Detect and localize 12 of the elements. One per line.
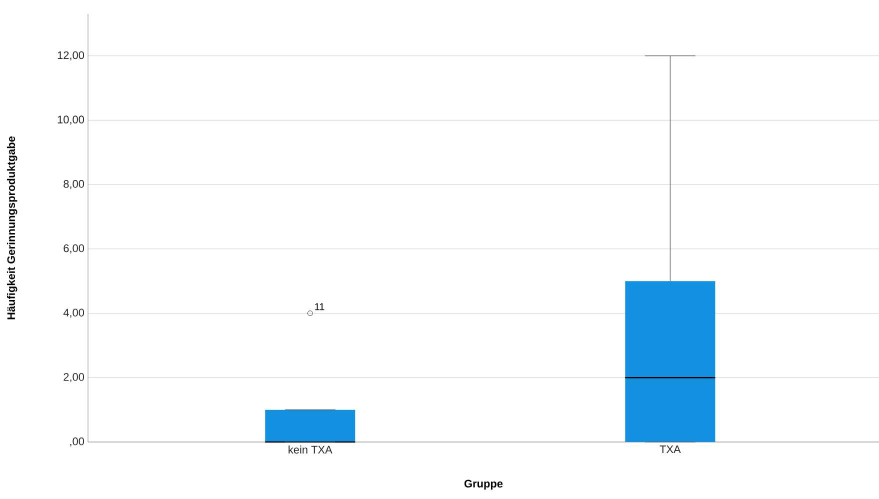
y-axis-title: Häufigkeit Gerinnungsproduktgabe: [6, 136, 18, 320]
y-tick-label: 4,00: [63, 308, 84, 318]
x-tick-label: kein TXA: [288, 446, 332, 454]
y-tick-label: 6,00: [64, 244, 84, 254]
y-tick-label: 2,00: [64, 373, 84, 382]
y-tick-label: 12,00: [58, 51, 84, 60]
x-tick-label: TXA: [660, 446, 681, 454]
y-tick-label: 8,00: [64, 180, 84, 190]
y-tick-label: 10,00: [58, 116, 84, 125]
annotation: 11: [315, 303, 324, 310]
y-tick-label: ,00: [70, 437, 84, 447]
x-axis-title: Gruppe: [464, 480, 503, 490]
